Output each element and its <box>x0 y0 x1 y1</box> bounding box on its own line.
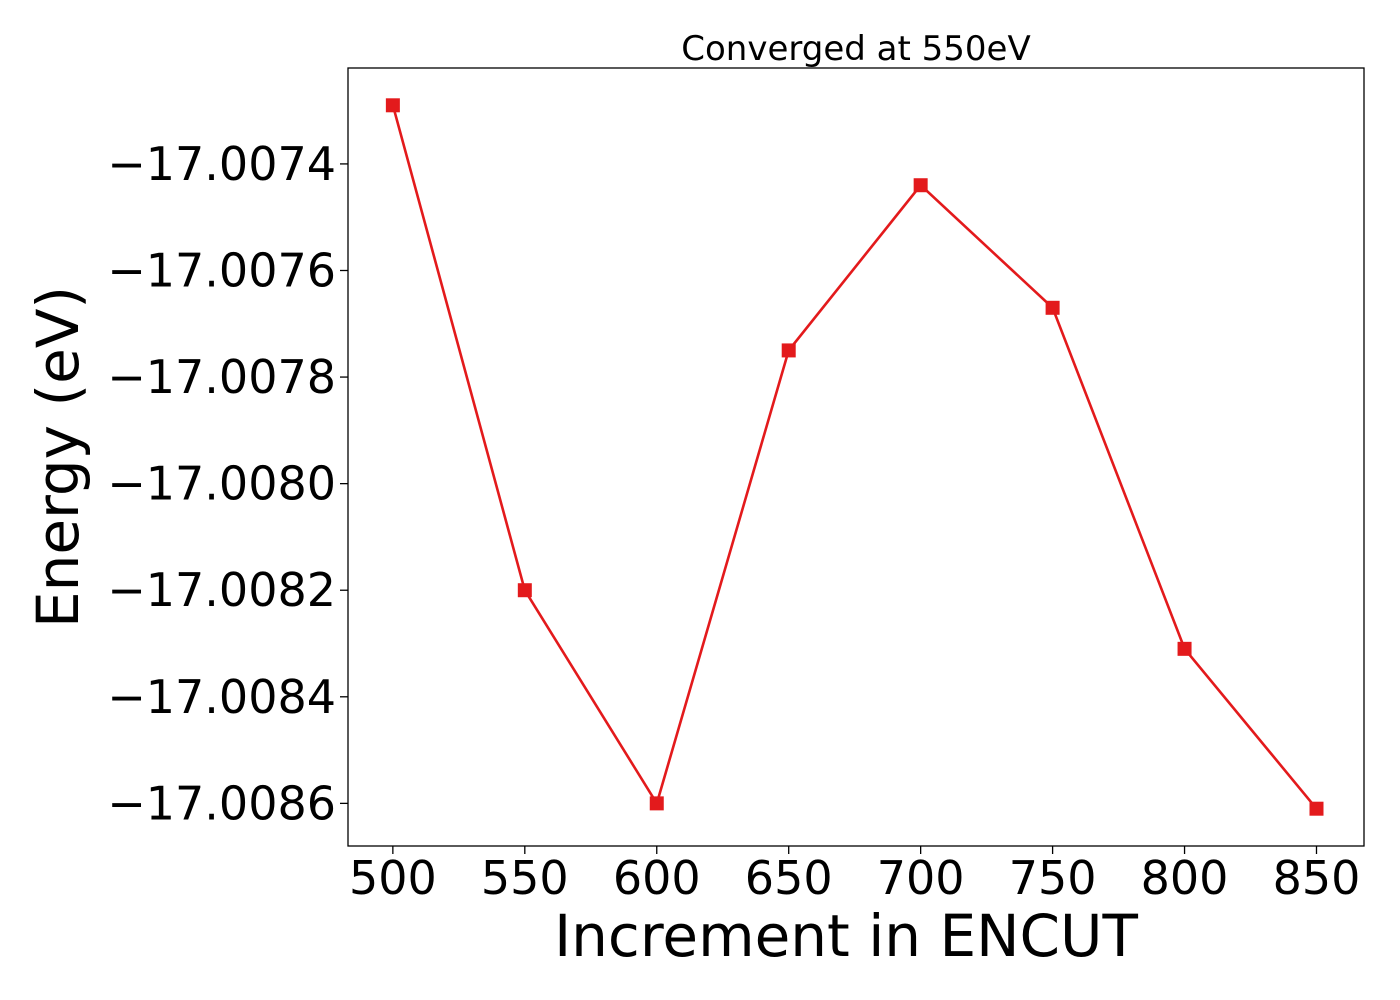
x-tick-label: 500 <box>349 851 437 905</box>
y-axis-label: Energy (eV) <box>24 286 92 628</box>
plot-frame <box>347 67 1365 847</box>
series-line <box>391 104 1318 810</box>
x-tick-label: 550 <box>481 851 569 905</box>
y-tick-label: −17.0082 <box>107 563 336 617</box>
y-tick-label: −17.0074 <box>107 137 336 191</box>
x-axis-label: Increment in ENCUT <box>554 902 1138 970</box>
data-point <box>781 343 796 358</box>
data-point <box>649 796 664 811</box>
data-point <box>913 178 928 193</box>
x-tick-label: 600 <box>613 851 701 905</box>
y-tick-label: −17.0076 <box>107 243 336 297</box>
y-tick-label: −17.0080 <box>107 457 336 511</box>
y-axis: −17.0074 −17.0076 −17.0078 −17.0080 −17.0082… <box>107 137 348 830</box>
x-tick-label: 800 <box>1141 851 1229 905</box>
data-point <box>385 98 400 113</box>
x-tick-label: 850 <box>1273 851 1361 905</box>
chart-title: Converged at 550eV <box>681 29 1030 69</box>
data-point <box>1309 801 1324 816</box>
x-tick-label: 650 <box>745 851 833 905</box>
x-tick-label: 750 <box>1009 851 1097 905</box>
data-point <box>517 583 532 598</box>
series-markers <box>385 98 1324 816</box>
y-tick-label: −17.0078 <box>107 350 336 404</box>
data-point <box>1045 300 1060 315</box>
y-tick-label: −17.0084 <box>107 670 336 724</box>
y-tick-label: −17.0086 <box>107 776 336 830</box>
x-axis: 500 550 600 650 700 750 800 850 <box>349 846 1360 905</box>
x-tick-label: 700 <box>877 851 965 905</box>
data-point <box>1177 641 1192 656</box>
